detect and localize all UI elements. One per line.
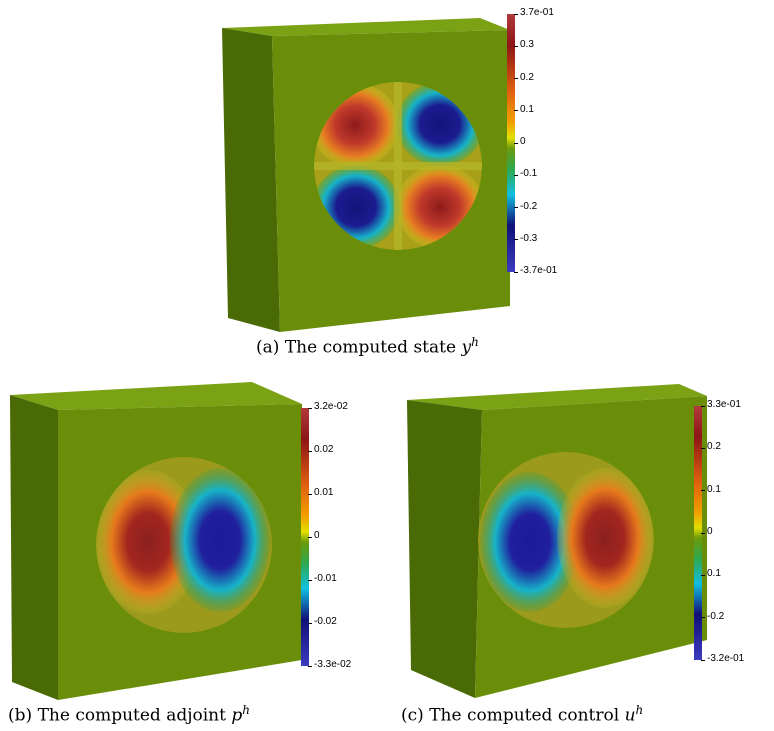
colorbar-a-tick-label: 0.1	[520, 103, 534, 115]
box-b-side	[10, 395, 58, 700]
panel-b: 3.2e-02 0.02 0.01 0 -0.01 -0.02 -3.3e-02 (b) T…	[0, 370, 387, 731]
colorbar-b-tick-label: 0.01	[314, 487, 334, 498]
colorbar-a-tick	[514, 271, 518, 273]
panel-a-graphic	[222, 14, 515, 332]
colorbar-a-tick	[514, 174, 518, 176]
panel-a: 3.7e-01 0.3 0.2 0.1 0 -0.1 -0.2 -0.3 -3.7e-01 (a…	[222, 7, 558, 358]
colorbar-b-tick-label: 0.02	[314, 444, 334, 455]
colorbar-c-tick	[701, 405, 705, 407]
colorbar-c-tick-label: -3.2e-01	[707, 653, 745, 664]
colorbar-b-tick	[308, 493, 312, 495]
colorbar-b-tick-label: -3.3e-02	[314, 659, 352, 670]
panel-c-graphic	[407, 384, 707, 698]
colorbar-b-tick	[308, 536, 312, 538]
control-field-c	[478, 452, 654, 628]
colorbar-b-tick-label: 3.2e-02	[314, 401, 348, 412]
box-c-top	[407, 384, 707, 410]
colorbar-b-tick-label: -0.02	[314, 616, 337, 627]
colorbar-a-tick	[514, 207, 518, 208]
colorbar-c	[694, 406, 702, 660]
colorbar-a-tick	[514, 239, 518, 241]
colorbar-c-tick	[701, 617, 705, 619]
box-a-top	[222, 18, 510, 36]
colorbar-a-tick-label: -3.7e-01	[520, 265, 558, 276]
colorbar-b	[301, 408, 309, 666]
colorbar-a	[507, 14, 515, 272]
colorbar-c-tick	[701, 532, 705, 534]
colorbar-a-tick-label: 0.2	[520, 71, 534, 83]
colorbar-a-tick-label: -0.3	[520, 232, 538, 244]
colorbar-b-tick	[308, 579, 312, 581]
colorbar-a-tick	[514, 142, 518, 144]
panel-b-graphic	[10, 382, 309, 700]
colorbar-a-tick-label: 0.3	[520, 39, 534, 51]
caption-c: (c) The computed control uh	[401, 703, 644, 726]
colorbar-a-tick	[514, 78, 518, 79]
panel-c: 3.3e-01 0.2 0.1 0 0.1 -0.2 -3.2e-01 (c) The co…	[387, 370, 774, 731]
colorbar-c-tick	[701, 447, 705, 449]
colorbar-a-tick	[514, 110, 518, 112]
box-b-top	[10, 382, 302, 410]
colorbar-c-tick-label: 3.3e-01	[707, 399, 741, 410]
colorbar-b-tick	[308, 407, 312, 409]
colorbar-c-tick-label: -0.2	[707, 610, 725, 622]
colorbar-b-tick	[308, 450, 312, 452]
colorbar-a-tick	[514, 45, 518, 47]
colorbar-c-tick-label: 0.2	[707, 441, 721, 453]
colorbar-c-tick	[701, 490, 705, 492]
colorbar-a-tick-label: -0.1	[520, 168, 538, 180]
colorbar-b-tick	[308, 622, 312, 624]
colorbar-a-tick-label: -0.2	[520, 200, 538, 212]
adjoint-field-b	[96, 457, 272, 633]
colorbar-c-tick	[701, 659, 705, 661]
colorbar-a-tick	[514, 13, 518, 15]
box-a-side	[222, 28, 280, 332]
colorbar-c-tick-label: 0.1	[707, 483, 721, 495]
caption-a: (a) The computed state yh	[256, 335, 479, 358]
colorbar-b-tick	[308, 665, 312, 667]
caption-b: (b) The computed adjoint ph	[8, 703, 250, 726]
colorbar-c-tick-label: 0.1	[707, 568, 721, 580]
colorbar-b-tick-label: -0.01	[314, 573, 337, 584]
colorbar-c-tick	[701, 574, 705, 576]
colorbar-b-tick-label: 0	[314, 530, 320, 541]
colorbar-c-tick-label: 0	[707, 526, 713, 537]
colorbar-a-tick-label: 0	[520, 136, 526, 147]
colorbar-a-tick-label: 3.7e-01	[520, 7, 554, 18]
box-c-side	[407, 400, 482, 698]
